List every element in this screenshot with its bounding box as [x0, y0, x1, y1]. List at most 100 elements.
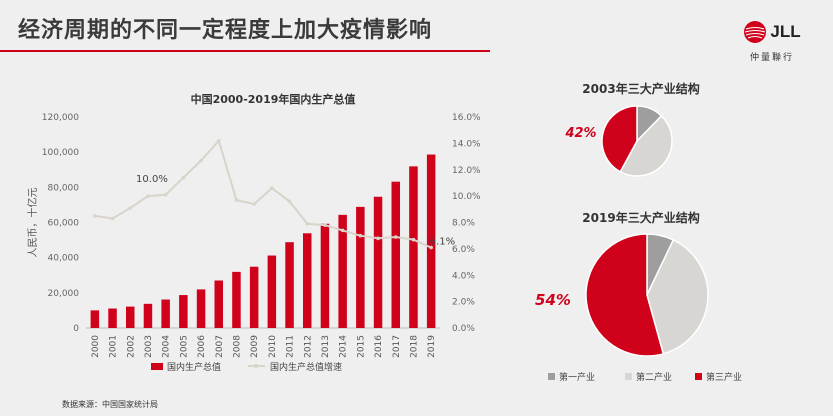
gdp-bar: [143, 303, 153, 328]
y2-tick-label: 4.0%: [452, 271, 475, 281]
pie-title: 2003年三大产业结构: [582, 81, 699, 96]
brand-logo: JLL 仲量聯行: [737, 20, 807, 63]
x-tick-label: 2013: [321, 335, 331, 358]
growth-rate-point: [340, 228, 345, 233]
jll-globe-icon: [744, 21, 767, 43]
growth-rate-point: [93, 214, 97, 218]
page-title: 经济周期的不同一定程度上加大疫情影响: [18, 18, 433, 43]
x-tick-label: 2002: [126, 335, 136, 358]
pie-legend-label: 第一产业: [559, 371, 595, 383]
gdp-bar: [196, 289, 206, 328]
x-tick-label: 2012: [303, 335, 313, 358]
gdp-bar: [356, 206, 365, 328]
y-tick-label: 60,000: [48, 219, 80, 229]
growth-rate-point: [181, 175, 186, 180]
x-tick-label: 2015: [356, 335, 366, 358]
gdp-bar: [126, 306, 135, 328]
x-tick-label: 2018: [409, 335, 419, 358]
growth-rate-point: [393, 235, 398, 239]
y-tick-label: 0: [73, 324, 79, 334]
growth-rate-point: [252, 202, 256, 206]
gdp-bar: [320, 223, 330, 328]
x-tick-label: 2005: [179, 335, 189, 358]
chart-title: 中国2000-2019年国内生产总值: [191, 92, 356, 106]
x-tick-label: 2004: [162, 335, 172, 358]
growth-rate-point: [110, 216, 115, 221]
y2-tick-label: 10.0%: [452, 192, 481, 202]
y-tick-label: 120,000: [42, 113, 79, 123]
pie-legend-swatch: [548, 373, 555, 380]
y2-tick-label: 8.0%: [452, 219, 475, 229]
pie-slice: [619, 114, 673, 177]
y2-tick-label: 2.0%: [452, 298, 475, 308]
pie-percent-label: 54%: [535, 291, 571, 309]
y2-tick-label: 0.0%: [452, 324, 475, 334]
pie-slice: [646, 238, 709, 355]
x-tick-label: 2014: [339, 335, 349, 358]
x-tick-label: 2019: [427, 335, 437, 358]
y-tick-label: 20,000: [48, 289, 80, 299]
y2-tick-label: 14.0%: [452, 139, 481, 149]
x-tick-label: 2011: [286, 335, 296, 358]
growth-rate-point: [411, 237, 416, 242]
growth-rate-point: [199, 158, 203, 163]
gdp-bar: [409, 166, 418, 328]
pie-percent-label: 42%: [564, 126, 596, 141]
legend-label-gdp: 国内生产总值: [167, 361, 221, 373]
brand-tagline: 仲量聯行: [749, 53, 794, 63]
growth-rate-point: [270, 186, 274, 191]
gdp-bar: [267, 255, 277, 328]
gdp-bar: [249, 266, 259, 328]
growth-annotation-2019: 6.1%: [430, 237, 455, 248]
growth-rate-point: [234, 198, 239, 202]
x-tick-label: 2003: [144, 335, 154, 358]
x-tick-label: 2017: [392, 335, 402, 358]
y-tick-label: 100,000: [42, 148, 79, 158]
legend-marker-growth: [254, 364, 258, 368]
growth-rate-point: [146, 194, 150, 198]
gdp-bar: [426, 154, 436, 328]
legend-swatch-gdp: [151, 363, 163, 370]
pie-title: 2019年三大产业结构: [582, 210, 699, 225]
gdp-bar: [90, 310, 100, 328]
growth-rate-point: [287, 199, 292, 204]
legend-label-growth: 国内生产总值增速: [270, 361, 342, 373]
growth-annotation-2003: 10.0%: [136, 174, 168, 185]
data-source-note: 数据来源：中国国家统计局: [62, 400, 158, 409]
x-tick-label: 2000: [91, 335, 101, 358]
pie-legend-label: 第三产业: [706, 371, 742, 383]
y-tick-label: 80,000: [48, 183, 80, 193]
gdp-bar: [232, 271, 241, 328]
growth-rate-line: [94, 138, 432, 249]
gdp-bar: [338, 214, 347, 328]
pie-legend-swatch: [625, 373, 632, 380]
pie-slice: [585, 233, 665, 357]
growth-rate-point: [323, 223, 327, 227]
y2-tick-label: 12.0%: [452, 166, 481, 176]
pie-slice: [601, 105, 638, 173]
x-tick-label: 2009: [250, 335, 260, 358]
x-tick-label: 2001: [109, 335, 119, 358]
x-tick-label: 2006: [197, 335, 207, 358]
brand-logo-text: JLL: [770, 22, 801, 41]
x-tick-label: 2007: [215, 335, 225, 358]
y2-tick-label: 6.0%: [452, 245, 475, 255]
x-tick-label: 2016: [374, 335, 384, 358]
gdp-bar: [391, 181, 400, 328]
growth-rate-point: [163, 193, 168, 197]
gdp-bar: [108, 308, 117, 328]
pie-legend-swatch: [695, 373, 702, 380]
gdp-bar: [161, 299, 170, 328]
gdp-bar: [179, 295, 188, 328]
gdp-bar: [285, 242, 294, 328]
growth-rate-point: [305, 222, 310, 226]
growth-rate-point: [429, 245, 433, 250]
growth-rate-point: [216, 138, 221, 143]
y-axis-label: 人民币，十亿元: [26, 188, 39, 258]
x-tick-label: 2010: [268, 335, 278, 358]
title-divider: [0, 50, 490, 52]
y-tick-label: 40,000: [48, 254, 80, 264]
gdp-bar: [303, 233, 312, 328]
growth-rate-point: [358, 233, 363, 238]
